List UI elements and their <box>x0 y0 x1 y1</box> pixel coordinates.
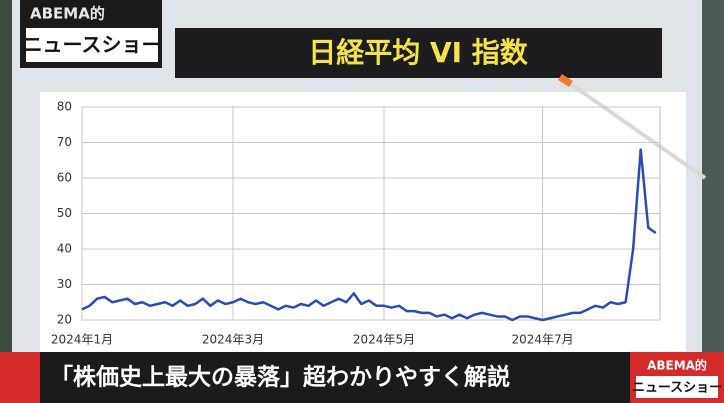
caption: 「株価史上最大の暴落」超わかりやすく解説 <box>50 364 510 391</box>
x-tick-label: 2024年3月 <box>202 333 264 347</box>
y-tick-label: 40 <box>57 242 72 256</box>
chart-title: 日経平均 VI 指数 <box>308 36 529 69</box>
y-tick-label: 30 <box>57 277 72 291</box>
x-tick-label: 2024年7月 <box>511 333 573 347</box>
y-tick-label: 20 <box>57 313 72 327</box>
plot: 20 30 40 50 60 70 80 2024年1月 2024年3月 2024年5月 2024年… <box>51 100 661 347</box>
pointer-tip <box>558 74 573 87</box>
caption-bar <box>0 352 724 403</box>
logo-plate <box>26 28 158 62</box>
series-line <box>81 148 657 322</box>
pointer-stick <box>563 78 707 180</box>
logo-show: ニュースショー <box>23 33 162 57</box>
corner-logo-show: ニュースショー <box>632 381 722 396</box>
corner-logo-brand: ABEMA的 <box>647 358 707 373</box>
caption-accent <box>0 352 40 403</box>
logo-brand: ABEMA的 <box>30 5 105 23</box>
y-tick-label: 80 <box>57 100 72 114</box>
y-tick-label: 70 <box>57 135 72 149</box>
corner-logo-plate <box>636 376 718 398</box>
y-tick-label: 60 <box>57 171 72 185</box>
x-tick-label: 2024年1月 <box>51 333 113 347</box>
y-tick-label: 50 <box>57 206 72 220</box>
title-bar <box>175 28 662 78</box>
plot-panel <box>40 92 686 352</box>
x-tick-label: 2024年5月 <box>353 333 415 347</box>
